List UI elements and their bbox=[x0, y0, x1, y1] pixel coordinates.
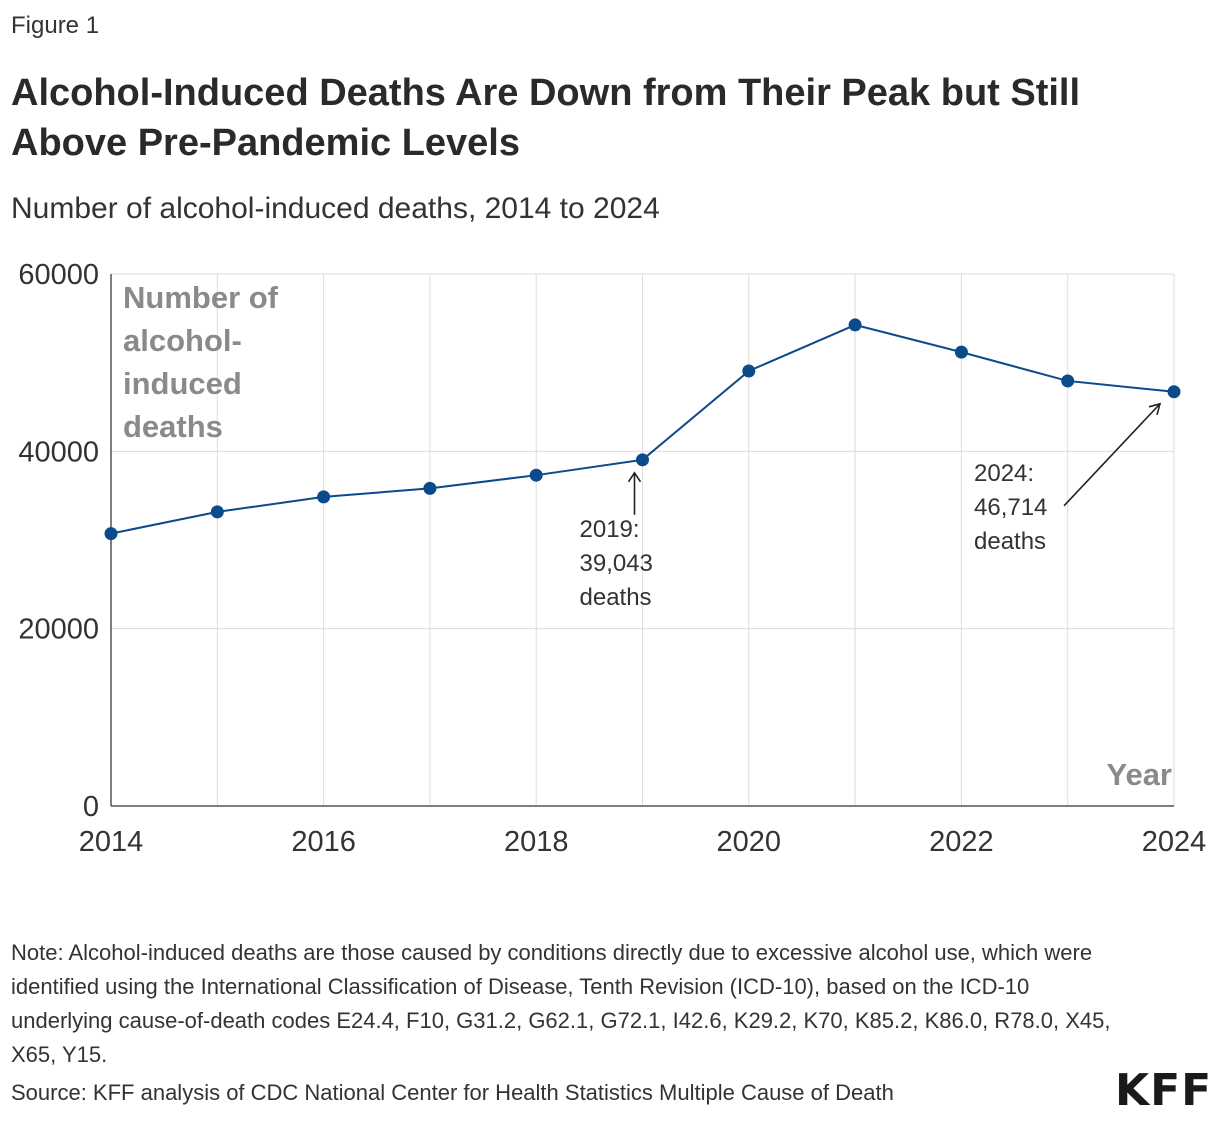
x-tick-label: 2022 bbox=[929, 826, 994, 858]
annotation-line: 46,714 bbox=[974, 494, 1047, 521]
annotation-label: 2024: 46,714 deaths bbox=[974, 460, 1047, 555]
x-tick-label: 2016 bbox=[291, 826, 356, 858]
y-tick-label: 60000 bbox=[18, 259, 99, 291]
y-axis-title: Number of alcohol-induced deaths bbox=[123, 280, 279, 444]
chart-note: Note: Alcohol-induced deaths are those c… bbox=[11, 940, 1111, 1067]
annotation-line: deaths bbox=[580, 584, 652, 611]
figure-label: Figure 1 bbox=[11, 12, 100, 39]
gridlines bbox=[111, 273, 1175, 806]
data-point bbox=[742, 364, 756, 378]
y-axis-title-line: Number of bbox=[123, 280, 279, 315]
x-tick-label: 2020 bbox=[717, 826, 782, 858]
axes: 0 20000 40000 60000 2014 2016 2018 2020 2022 2024 bbox=[18, 259, 1206, 858]
annotation-label: 2019: 39,043 deaths bbox=[580, 516, 653, 611]
x-tick-label: 2018 bbox=[504, 826, 569, 858]
axis-titles: Number of alcohol-induced deaths Year bbox=[123, 280, 1172, 792]
y-tick-label: 0 bbox=[83, 791, 99, 823]
x-tick-label: 2024 bbox=[1142, 826, 1207, 858]
annotation-line: 2024: bbox=[974, 460, 1034, 487]
annotation-arrow bbox=[1063, 403, 1161, 507]
data-point bbox=[1167, 385, 1181, 399]
series-layer bbox=[104, 318, 1181, 541]
data-point bbox=[529, 468, 543, 482]
data-point bbox=[317, 490, 331, 504]
y-axis-title-line: deaths bbox=[123, 409, 223, 444]
line-chart: 0 20000 40000 60000 2014 2016 2018 2020 2022 2024… bbox=[18, 259, 1206, 858]
x-axis-title: Year bbox=[1106, 757, 1172, 792]
chart-subtitle: Number of alcohol-induced deaths, 2014 t… bbox=[11, 192, 660, 225]
data-point bbox=[954, 345, 968, 359]
data-point bbox=[848, 318, 862, 332]
data-point bbox=[1061, 374, 1075, 388]
y-axis-title-line: induced bbox=[123, 366, 242, 401]
y-axis-title-line: alcohol- bbox=[123, 323, 242, 358]
kff-logo: KFF bbox=[1115, 1065, 1213, 1116]
data-point bbox=[104, 527, 118, 541]
annotation-line: deaths bbox=[974, 528, 1046, 555]
annotation-arrowhead bbox=[627, 471, 642, 483]
y-tick-label: 40000 bbox=[18, 436, 99, 468]
data-point bbox=[423, 481, 437, 495]
annotations: 2019: 39,043 deaths 2024: 46,714 deaths bbox=[580, 402, 1162, 611]
data-point bbox=[210, 505, 224, 519]
x-tick-label: 2014 bbox=[79, 826, 144, 858]
annotation-arrowhead bbox=[1148, 402, 1162, 416]
annotation-line: 2019: bbox=[580, 516, 640, 543]
annotation-line: 39,043 bbox=[580, 550, 653, 577]
data-point bbox=[636, 453, 649, 467]
chart-title: Alcohol-Induced Deaths Are Down from The… bbox=[11, 72, 1081, 164]
chart-source: Source: KFF analysis of CDC National Cen… bbox=[11, 1080, 894, 1105]
y-tick-label: 20000 bbox=[18, 614, 99, 646]
